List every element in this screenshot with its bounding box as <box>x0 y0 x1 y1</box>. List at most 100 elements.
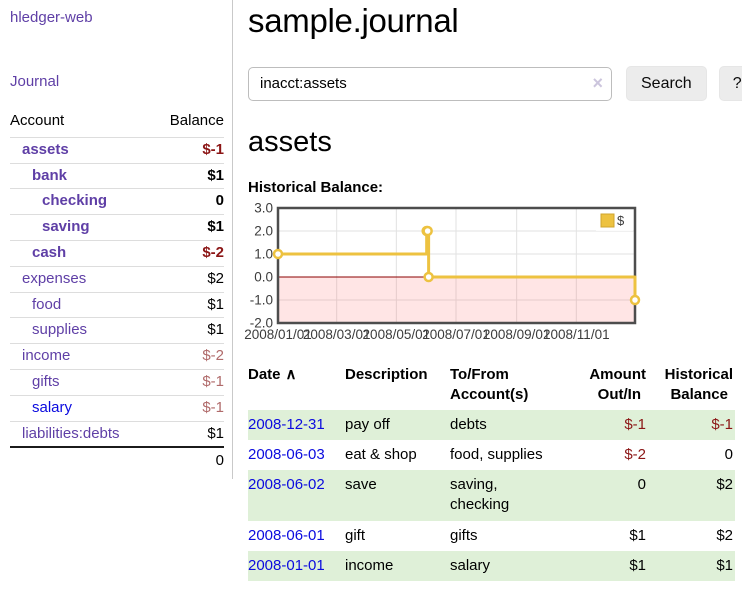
account-link[interactable]: food <box>32 295 62 313</box>
column-label: Description <box>345 366 428 384</box>
account-row: checking 0 <box>10 188 224 215</box>
amount-cell: $-1 <box>562 410 648 440</box>
account-balance: $1 <box>207 321 224 339</box>
account-balance: $-2 <box>202 347 224 365</box>
account-balance-cell: $1 <box>153 162 224 189</box>
account-link[interactable]: supplies <box>32 321 88 339</box>
transaction-amount: $-1 <box>624 415 646 433</box>
date-cell: 2008-06-01 <box>248 521 345 551</box>
register-column-header: Date ∧ <box>248 361 345 410</box>
account-link[interactable]: gifts <box>32 372 60 390</box>
transaction-balance: 0 <box>724 445 733 463</box>
chart-label: Historical Balance: <box>248 179 384 197</box>
page-title: sample.journal <box>248 2 459 39</box>
account-row: gifts $-1 <box>10 368 224 396</box>
description-cell: eat & shop <box>345 440 450 470</box>
search-box: × <box>248 66 612 101</box>
account-link[interactable]: income <box>22 347 71 365</box>
description-cell: pay off <box>345 410 450 440</box>
account-link[interactable]: expenses <box>22 269 87 287</box>
svg-text:0.0: 0.0 <box>254 270 273 285</box>
search-button[interactable]: Search <box>626 65 707 102</box>
register-row: 2008-06-02 save saving, checking 0 $2 <box>248 470 735 521</box>
sidebar-item-journal[interactable]: Journal <box>10 73 60 90</box>
main-content: sample.journal × Search ? assets Histori… <box>233 0 742 591</box>
amount-cell: 0 <box>562 470 648 521</box>
register-table: Date ∧ Description To/From Account(s) Amo… <box>248 361 735 582</box>
account-row: bank $1 <box>10 162 224 189</box>
accounts-cell: debts <box>450 410 562 440</box>
svg-text:2.0: 2.0 <box>254 224 273 239</box>
account-link[interactable]: cash <box>32 243 67 261</box>
account-link[interactable]: assets <box>22 140 69 158</box>
account-link[interactable]: bank <box>32 166 68 184</box>
transaction-date-link[interactable]: 2008-12-31 <box>248 415 325 433</box>
register-row: 2008-12-31 pay off debts $-1 $-1 <box>248 409 735 440</box>
register-header-row: Date ∧ Description To/From Account(s) Amo… <box>248 361 735 410</box>
search-input[interactable] <box>248 66 612 101</box>
transaction-accounts: saving, checking <box>450 476 510 514</box>
account-link[interactable]: salary <box>32 398 73 416</box>
transaction-balance: $2 <box>716 476 733 494</box>
account-balance-cell: $1 <box>153 214 224 241</box>
transaction-date-link[interactable]: 2008-06-01 <box>248 526 325 544</box>
transaction-description: save <box>345 476 377 494</box>
amount-cell: $1 <box>562 521 648 551</box>
date-cell: 2008-06-03 <box>248 440 345 470</box>
account-name-cell: expenses <box>10 265 154 293</box>
account-link[interactable]: checking <box>42 192 108 210</box>
transaction-amount: $1 <box>629 556 646 574</box>
transaction-date-link[interactable]: 2008-06-02 <box>248 476 325 494</box>
balance-cell: $1 <box>648 551 735 581</box>
account-row: expenses $2 <box>10 265 224 293</box>
description-cell: income <box>345 551 450 581</box>
accounts-total-cell: 0 <box>10 446 224 476</box>
account-balance: $-2 <box>202 243 224 261</box>
sidebar: hledger-web Journal Account Balance asse… <box>0 0 233 480</box>
account-balance: $1 <box>207 424 224 442</box>
transaction-accounts: food, supplies <box>450 445 543 463</box>
account-row: food $1 <box>10 291 224 318</box>
register-row: 2008-06-03 eat & shop food, supplies $-2… <box>248 440 735 470</box>
column-label: Historical Balance <box>664 366 733 404</box>
account-balance-cell: 0 <box>153 188 224 215</box>
account-balance: $1 <box>207 295 224 313</box>
column-label: Amount Out/In <box>589 366 646 404</box>
transaction-amount: $1 <box>629 526 646 544</box>
help-button[interactable]: ? <box>718 65 742 102</box>
accounts-cell: gifts <box>450 521 562 551</box>
account-name-cell: gifts <box>10 368 154 396</box>
account-name-cell: food <box>10 291 154 318</box>
transaction-date-link[interactable]: 2008-01-01 <box>248 556 325 574</box>
account-link[interactable]: saving <box>42 218 90 236</box>
svg-text:2008/05/01: 2008/05/01 <box>363 327 431 342</box>
account-link[interactable]: liabilities:debts <box>22 424 120 442</box>
historical-balance-chart[interactable]: $3.0 2.0 1.0 0.0 -1.0 -2.02008/01/012008/03/0… <box>244 201 742 345</box>
clear-search-icon[interactable]: × <box>592 72 603 93</box>
transaction-accounts: debts <box>450 415 487 433</box>
account-balance-cell: $1 <box>153 317 224 344</box>
transaction-amount: 0 <box>637 476 646 494</box>
date-cell: 2008-06-02 <box>248 470 345 521</box>
transaction-date-link[interactable]: 2008-06-03 <box>248 445 325 463</box>
column-label: To/From Account(s) <box>450 366 529 404</box>
account-balance: $1 <box>207 218 224 236</box>
svg-text:1.0: 1.0 <box>254 247 273 262</box>
balance-cell: $-1 <box>648 410 735 440</box>
date-cell: 2008-01-01 <box>248 551 345 581</box>
account-balance: 0 <box>215 192 224 210</box>
account-balance-cell: $1 <box>153 291 224 318</box>
balance-cell: 0 <box>648 440 735 470</box>
accounts-column-header: Balance <box>169 112 224 129</box>
account-row: saving $1 <box>10 214 224 241</box>
account-balance: $1 <box>207 166 224 184</box>
svg-text:$: $ <box>617 213 625 228</box>
amount-cell: $1 <box>562 551 648 581</box>
brand-link[interactable]: hledger-web <box>10 9 93 26</box>
accounts-total-value: 0 <box>215 452 224 470</box>
register-column-header: Description <box>345 361 450 410</box>
account-balance-cell: $-1 <box>153 368 224 396</box>
account-name-cell: saving <box>10 214 154 241</box>
svg-text:3.0: 3.0 <box>254 201 273 216</box>
register-column-header: To/From Account(s) <box>450 361 562 410</box>
